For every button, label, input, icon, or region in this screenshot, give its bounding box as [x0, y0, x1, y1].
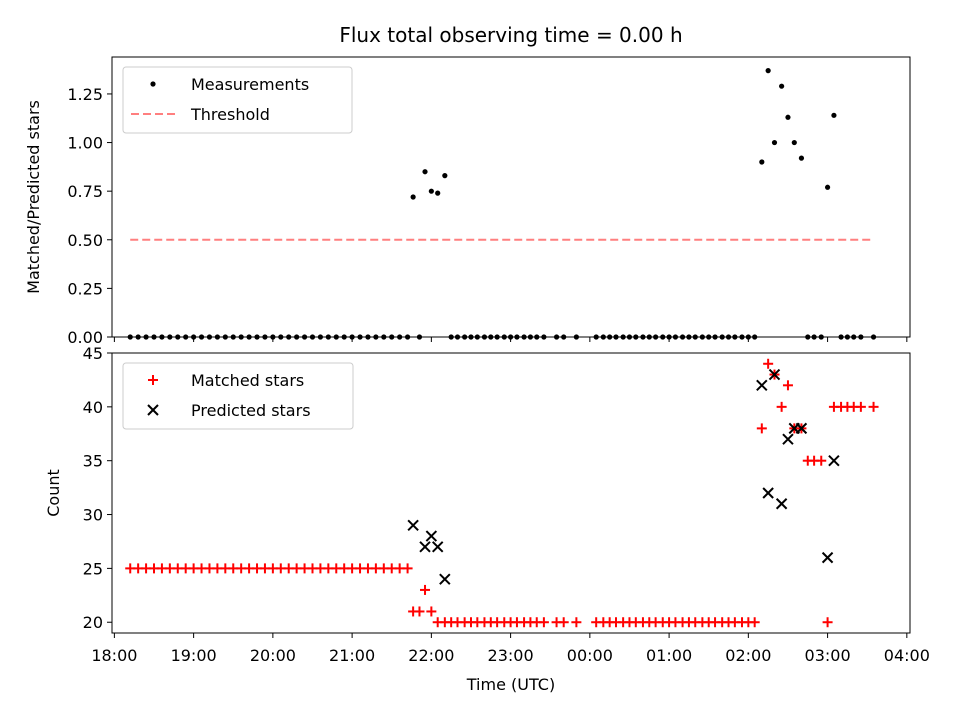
matched-star-point: [782, 380, 793, 391]
x-b: [439, 573, 451, 585]
legend-frame: [122, 66, 353, 134]
legend-dot-marker: [150, 81, 156, 87]
measurement-point: [410, 194, 416, 200]
legend-label: Threshold: [190, 105, 270, 124]
legend-label: Predicted stars: [191, 401, 311, 420]
x-tick-label: 02:00: [725, 646, 771, 665]
x-b: [768, 368, 781, 381]
predicted-star-point: [439, 573, 451, 585]
matched-star-point: [855, 401, 866, 412]
x-tick-label: 21:00: [329, 646, 375, 665]
matched-star-point: [868, 401, 879, 412]
legend-label: Measurements: [191, 75, 309, 94]
predicted-star-point: [407, 519, 419, 532]
measurement-point: [831, 112, 837, 118]
legend-x-b: [147, 404, 159, 416]
measurement-point: [785, 114, 791, 120]
measurement-point: [435, 190, 441, 196]
matched-star-point: [558, 617, 569, 628]
ratio-panel: 0.00 0.25 0.50 0.75 1.00 1.25 Matched/Predict…: [24, 56, 911, 347]
count-panel: 20 25 30 35 40 45 18:00 19:00 20:00 21:00 22:00 23…: [44, 344, 930, 665]
y-tick-label: 35: [83, 452, 103, 471]
x-b: [419, 541, 431, 553]
ratio-y-axis-label: Matched/Predicted stars: [24, 100, 43, 294]
x-tick-label: 22:00: [408, 646, 454, 665]
x-b: [762, 487, 774, 499]
matched-star-point: [538, 617, 549, 628]
y-tick-label: 45: [83, 344, 103, 363]
measurement-point: [779, 83, 785, 89]
measurement-point: [771, 139, 778, 146]
measurement-point: [798, 155, 805, 161]
matched-star-point: [402, 563, 413, 574]
y-tick-label: 25: [83, 559, 103, 578]
matched-star-point: [426, 606, 437, 617]
y-tick-label: 30: [83, 506, 103, 525]
predicted-star-point: [821, 551, 834, 564]
predicted-star-point: [762, 487, 774, 499]
legend-frame: [122, 362, 354, 430]
y-tick-label: 0.00: [67, 328, 103, 347]
x-tick-label: 03:00: [805, 646, 851, 665]
predicted-star-point: [782, 433, 794, 445]
x-tick-label: 00:00: [567, 646, 613, 665]
y-tick-label: 40: [83, 398, 103, 417]
y-tick-label: 0.25: [67, 279, 103, 298]
x-b: [407, 519, 419, 532]
count-y-axis-label: Count: [44, 469, 63, 517]
matched-star-point: [420, 584, 431, 595]
predicted-star-point: [775, 498, 788, 510]
predicted-star-point: [795, 422, 808, 435]
predicted-star-point: [419, 541, 431, 553]
measurement-point: [791, 139, 797, 146]
x-b: [782, 433, 794, 445]
chart-title: Flux total observing time = 0.00 h: [339, 23, 682, 47]
matched-star-point: [749, 617, 760, 628]
x-axis-label: Time (UTC): [466, 675, 555, 694]
x-b: [775, 498, 788, 510]
x-tick-label: 04:00: [884, 646, 930, 665]
matched-star-point: [763, 358, 774, 369]
matched-star-point: [776, 401, 787, 412]
ratio-marks: [127, 68, 877, 340]
predicted-star-point: [431, 541, 444, 553]
y-tick-label: 20: [83, 613, 103, 632]
count-legend: Matched stars Predicted stars: [122, 362, 354, 430]
x-b: [828, 454, 840, 467]
x-tick-label: 18:00: [91, 646, 137, 665]
x-b: [425, 530, 438, 542]
x-b: [821, 551, 834, 564]
predicted-star-point: [828, 454, 840, 467]
y-tick-label: 1.00: [67, 134, 103, 153]
matched-star-point: [816, 455, 827, 466]
measurement-point: [422, 169, 428, 175]
x-tick-label: 23:00: [488, 646, 534, 665]
legend-label: Matched stars: [191, 371, 304, 390]
measurement-point: [428, 188, 434, 194]
measurement-point: [759, 159, 765, 165]
ratio-legend: Measurements Threshold: [122, 66, 353, 134]
x-tick-label: 19:00: [171, 646, 217, 665]
predicted-star-point: [768, 368, 781, 381]
matched-star-point: [756, 423, 767, 434]
predicted-star-point: [756, 379, 768, 392]
matched-star-point: [571, 617, 582, 628]
measurement-point: [824, 184, 831, 190]
matched-star-point: [822, 617, 833, 628]
matched-star-point: [414, 606, 425, 617]
y-tick-label: 0.50: [67, 231, 103, 250]
x-tick-label: 20:00: [250, 646, 296, 665]
x-b: [756, 379, 768, 392]
x-b: [431, 541, 444, 553]
y-tick-label: 1.25: [67, 85, 103, 104]
predicted-star-point: [425, 530, 438, 542]
x-b: [795, 422, 808, 435]
measurement-point: [765, 68, 771, 74]
y-tick-label: 0.75: [67, 182, 103, 201]
count-marks: [125, 358, 879, 628]
x-tick-label: 01:00: [646, 646, 692, 665]
measurement-point: [442, 173, 448, 179]
